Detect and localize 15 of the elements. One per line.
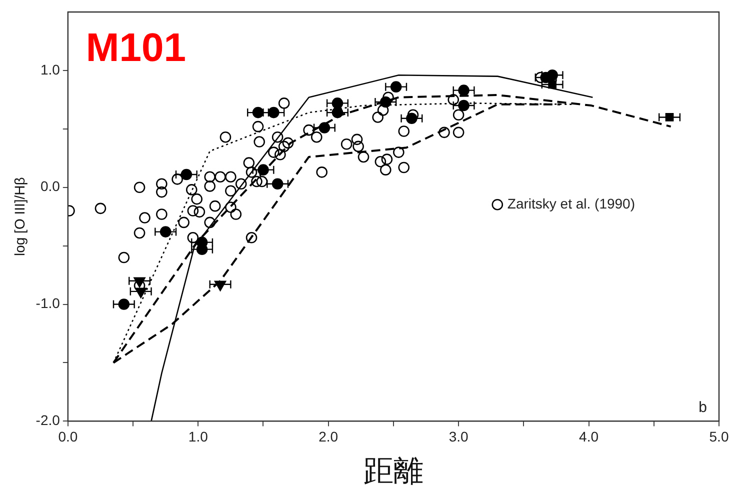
y-tick-label: 0.0 (40, 178, 60, 194)
x-tick-label: 0.0 (58, 428, 78, 444)
y-tick-label: -1.0 (36, 295, 60, 312)
x-tick-label: 4.0 (579, 428, 599, 444)
legend-label: Zaritsky et al. (1990) (507, 195, 636, 212)
x-tick-label: 3.0 (448, 428, 469, 444)
x-tick-label: 5.0 (709, 428, 729, 444)
y-tick-label: -2.0 (36, 412, 60, 428)
x-tick-label: 2.0 (318, 428, 338, 444)
y-tick-label: 1.0 (40, 61, 60, 78)
annotation: b (698, 398, 707, 416)
x-tick-label: 1.0 (188, 428, 208, 444)
y-axis-title: log [O III]/Hβ (11, 177, 28, 256)
chart-title: M101 (86, 26, 186, 70)
x-axis-title: 距離 (363, 454, 424, 489)
